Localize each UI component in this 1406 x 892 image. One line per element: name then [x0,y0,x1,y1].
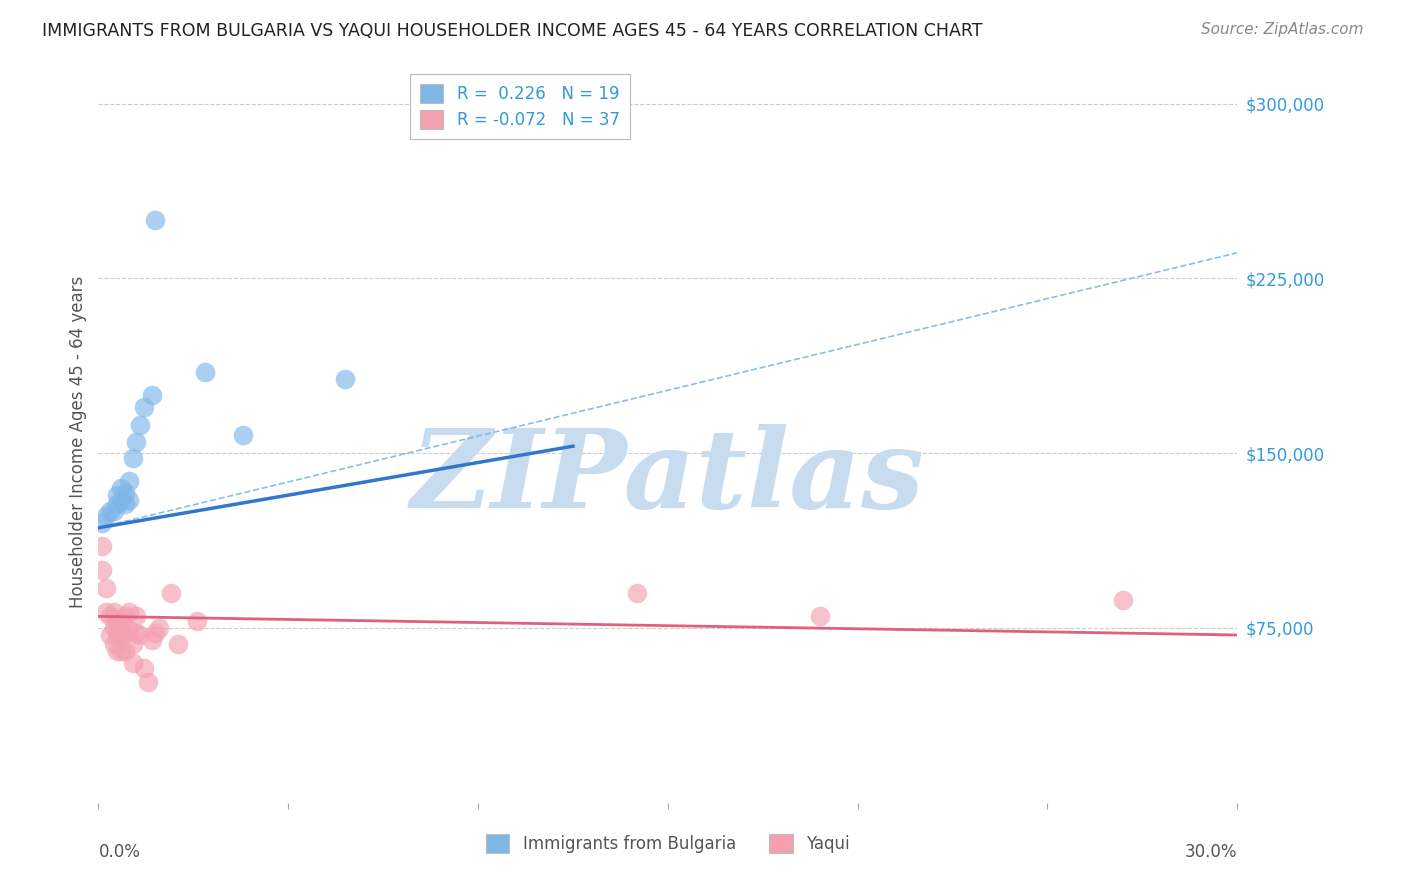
Point [114,609,136,624]
Point [110,644,132,658]
Point [145,625,167,640]
Point [98,609,121,624]
Point [125,625,148,640]
Point [110,614,132,628]
Point [114,498,136,512]
Point [98,504,121,518]
Point [141,388,163,402]
Point [159,586,181,600]
Point [132,660,155,674]
Point [118,474,141,488]
Point [91,563,114,577]
Point [232,427,254,442]
Point [107,498,129,512]
Point [94,509,117,524]
Point [98,628,121,642]
Point [118,492,141,507]
Point [148,621,170,635]
Point [110,628,132,642]
Point [107,488,129,502]
Point [107,614,129,628]
Point [121,450,143,465]
Point [186,614,208,628]
Point [145,213,167,227]
Point [335,371,357,385]
Point [118,624,141,638]
Point [94,605,117,619]
Text: 0.0%: 0.0% [98,843,141,861]
Point [107,628,129,642]
Point [107,644,129,658]
Point [110,481,132,495]
Point [103,637,125,651]
Point [129,418,152,433]
Y-axis label: Householder Income Ages 45 - 64 years: Householder Income Ages 45 - 64 years [69,276,87,607]
Point [136,674,159,689]
Point [114,644,136,658]
Point [91,540,114,554]
Legend: Immigrants from Bulgaria, Yaqui: Immigrants from Bulgaria, Yaqui [479,827,856,860]
Point [94,582,117,596]
Point [808,609,831,624]
Point [91,516,114,530]
Point [114,485,136,500]
Point [118,605,141,619]
Point [114,625,136,640]
Point [141,632,163,647]
Point [194,365,217,379]
Point [132,400,155,414]
Point [103,605,125,619]
Point [129,628,152,642]
Point [110,492,132,507]
Text: 30.0%: 30.0% [1185,843,1237,861]
Point [121,656,143,670]
Point [121,637,143,651]
Text: ZIPatlas: ZIPatlas [411,424,925,532]
Point [626,586,648,600]
Point [167,637,190,651]
Text: Source: ZipAtlas.com: Source: ZipAtlas.com [1201,22,1364,37]
Point [103,621,125,635]
Point [125,434,148,449]
Point [103,504,125,518]
Point [125,609,148,624]
Point [1112,593,1135,607]
Text: IMMIGRANTS FROM BULGARIA VS YAQUI HOUSEHOLDER INCOME AGES 45 - 64 YEARS CORRELAT: IMMIGRANTS FROM BULGARIA VS YAQUI HOUSEH… [42,22,983,40]
